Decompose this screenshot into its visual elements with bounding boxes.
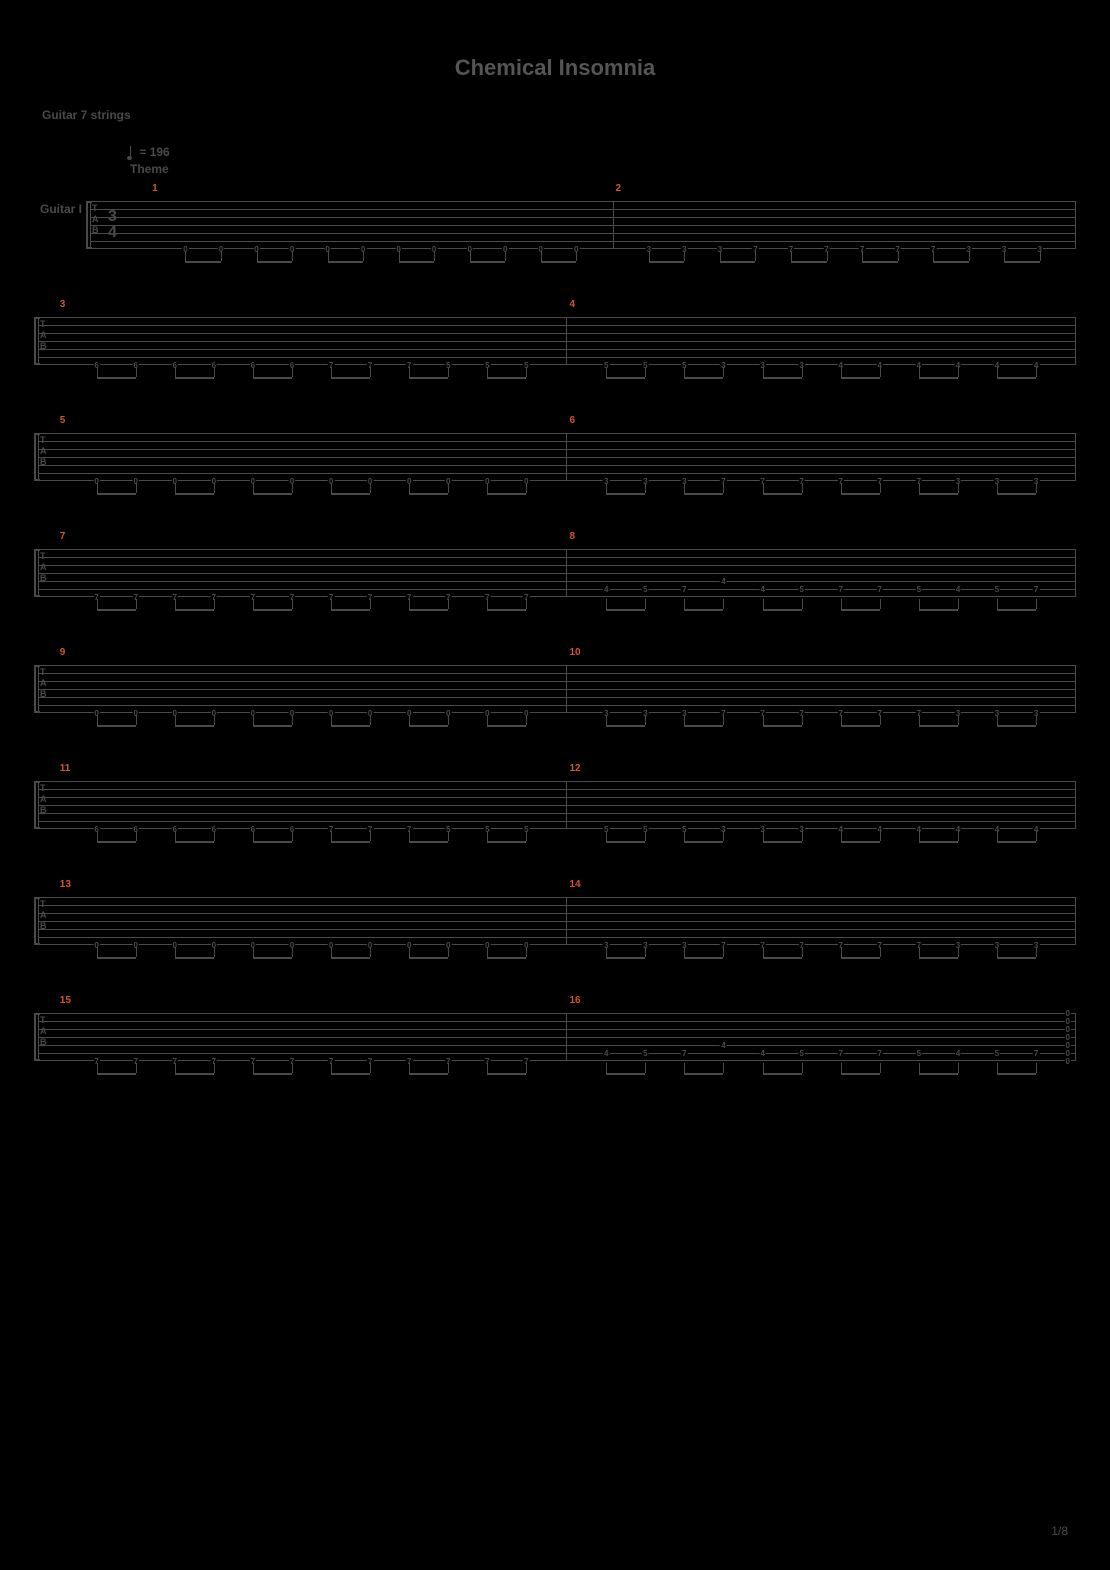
note-beam	[997, 493, 1036, 495]
tab-staff: TAB36666667775554555333444444	[38, 311, 1076, 381]
staff-system: TAB50000000000006333777777333	[34, 427, 1076, 497]
page-number: 1/8	[1051, 1524, 1068, 1538]
staff-system: TAB3410000000000002333777777333	[34, 195, 1076, 265]
measure-number: 16	[569, 995, 580, 1006]
measure-number: 15	[60, 995, 71, 1006]
staff-system: TAB1166666677755512555333444444	[34, 775, 1076, 845]
tab-staff: TAB77777777777778457445775457	[38, 543, 1076, 613]
tab-staff: TAB900000000000010333777777333	[38, 659, 1076, 729]
measure-number: 13	[60, 879, 71, 890]
note-beam	[1004, 261, 1040, 263]
tab-staff: TAB15777777777777164574457754570000000	[38, 1007, 1076, 1077]
measure-number: 14	[569, 879, 580, 890]
staff-system: TAB1300000000000014333777777333	[34, 891, 1076, 961]
fret-number: 7	[1033, 585, 1039, 594]
tempo-bpm: 196	[150, 145, 170, 159]
tab-staff: TAB50000000000006333777777333	[38, 427, 1076, 497]
track-subtitle: Guitar 7 strings	[42, 108, 131, 122]
note-beam	[997, 725, 1036, 727]
measure-number: 12	[569, 763, 580, 774]
tab-staff: TAB1166666677755512555333444444	[38, 775, 1076, 845]
measure-number: 5	[60, 415, 66, 426]
measure-number: 2	[616, 183, 622, 194]
note-beam	[997, 1073, 1036, 1075]
fret-number: 0	[1064, 1057, 1070, 1066]
staff-system: TAB36666667775554555333444444	[34, 311, 1076, 381]
measure-number: 7	[60, 531, 66, 542]
tempo-marking: = 196	[130, 145, 170, 160]
tempo-equals: =	[139, 145, 149, 159]
measure-number: 4	[569, 299, 575, 310]
measure-number: 8	[569, 531, 575, 542]
measure-number: 1	[152, 183, 158, 194]
measure-number: 11	[60, 763, 71, 774]
quarter-note-icon	[130, 146, 136, 160]
section-label: Theme	[130, 162, 169, 176]
measure-number: 6	[569, 415, 575, 426]
song-title: Chemical Insomnia	[0, 0, 1110, 81]
measure-number: 9	[60, 647, 66, 658]
note-beam	[997, 609, 1036, 611]
staff-system: TAB900000000000010333777777333	[34, 659, 1076, 729]
note-beam	[997, 377, 1036, 379]
tab-staff: TAB3410000000000002333777777333	[90, 195, 1076, 265]
staff-system: TAB77777777777778457445775457	[34, 543, 1076, 613]
measure-number: 3	[60, 299, 66, 310]
note-beam	[997, 841, 1036, 843]
staff-system: TAB15777777777777164574457754570000000	[34, 1007, 1076, 1077]
tab-staff: TAB1300000000000014333777777333	[38, 891, 1076, 961]
measure-number: 10	[569, 647, 580, 658]
notation-systems: TAB3410000000000002333777777333 TAB366666…	[34, 195, 1076, 1123]
note-beam	[997, 957, 1036, 959]
